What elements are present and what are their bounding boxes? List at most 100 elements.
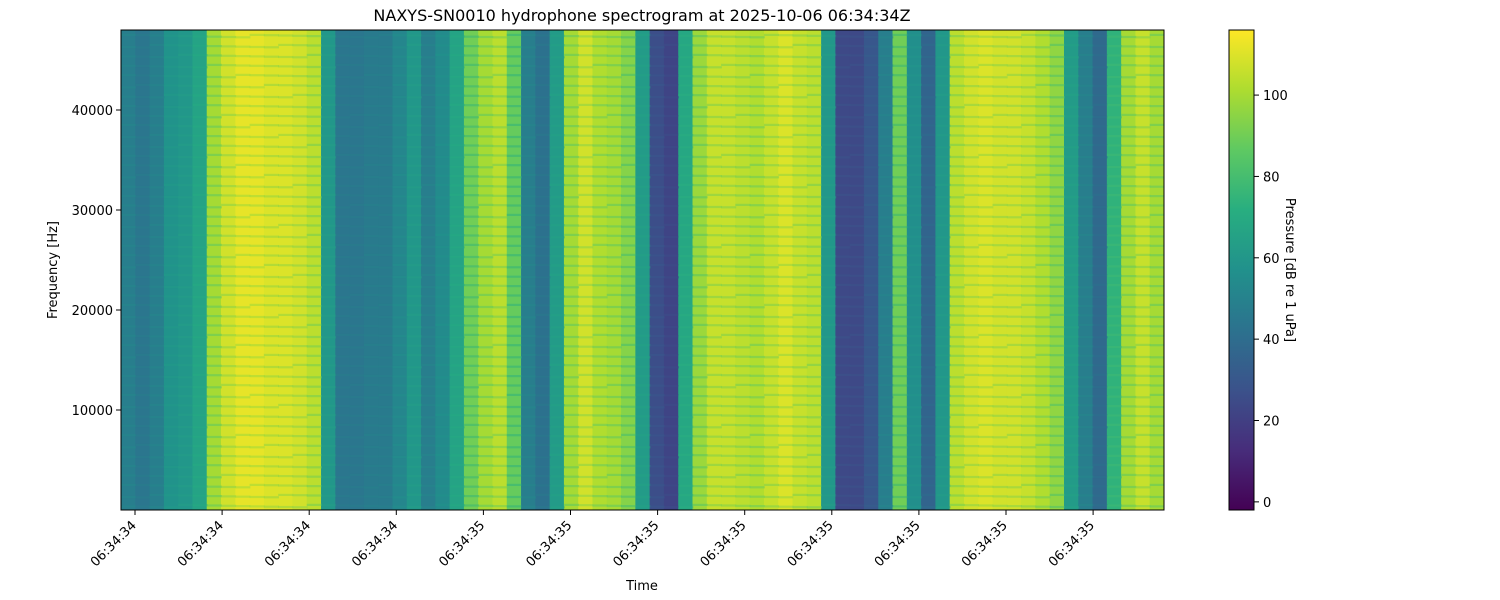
band-streak: [506, 33, 522, 36]
spectrogram-column: [721, 30, 737, 510]
band-streak: [1135, 194, 1151, 197]
spectrogram-column: [435, 30, 451, 510]
band-streak: [535, 354, 551, 357]
band-streak: [621, 355, 637, 359]
band-streak: [206, 194, 222, 197]
band-streak: [563, 454, 580, 457]
band-streak: [663, 484, 680, 487]
band-streak: [149, 195, 165, 198]
band-streak: [778, 214, 794, 217]
band-streak: [1149, 114, 1164, 117]
band-streak: [363, 85, 379, 89]
band-streak: [392, 455, 408, 459]
band-streak: [878, 85, 894, 89]
band-streak: [1092, 283, 1108, 286]
band-streak: [806, 264, 822, 267]
band-streak: [163, 183, 179, 186]
band-streak: [763, 204, 780, 207]
band-streak: [235, 154, 251, 157]
band-streak: [849, 405, 865, 408]
band-streak: [221, 203, 237, 206]
band-streak: [392, 46, 408, 49]
band-streak: [921, 164, 937, 167]
band-streak: [1149, 244, 1164, 247]
band-streak: [1149, 145, 1164, 148]
band-streak: [435, 364, 451, 367]
band-streak: [949, 395, 965, 398]
band-streak: [192, 156, 208, 159]
band-streak: [292, 295, 308, 298]
band-streak: [921, 145, 937, 149]
band-streak: [521, 365, 537, 369]
band-streak: [649, 384, 665, 387]
band-streak: [835, 66, 851, 69]
band-streak: [1135, 355, 1151, 359]
band-streak: [849, 485, 865, 488]
band-streak: [963, 175, 980, 178]
band-streak: [721, 355, 737, 358]
band-streak: [592, 165, 608, 169]
band-streak: [306, 413, 322, 416]
band-streak: [249, 244, 265, 247]
band-streak: [1092, 66, 1108, 69]
band-streak: [549, 273, 565, 276]
band-streak: [392, 136, 408, 139]
band-streak: [321, 385, 337, 389]
band-streak: [363, 185, 379, 188]
band-streak: [835, 134, 851, 137]
band-streak: [321, 324, 337, 327]
band-streak: [763, 213, 780, 216]
band-streak: [1149, 275, 1164, 278]
band-streak: [292, 56, 308, 59]
band-streak: [706, 165, 722, 168]
band-streak: [263, 254, 279, 257]
band-streak: [235, 445, 251, 449]
band-streak: [349, 284, 365, 287]
band-streak: [521, 384, 537, 387]
band-streak: [435, 274, 451, 277]
band-streak: [163, 453, 179, 456]
band-streak: [406, 74, 422, 77]
band-streak: [135, 394, 151, 397]
band-streak: [392, 34, 408, 37]
band-streak: [178, 125, 194, 128]
band-streak: [892, 244, 908, 247]
band-streak: [735, 485, 751, 489]
band-streak: [906, 304, 922, 307]
band-streak: [992, 45, 1008, 48]
band-streak: [535, 155, 551, 158]
band-streak: [563, 155, 580, 159]
band-streak: [892, 465, 908, 468]
band-streak: [506, 55, 522, 58]
band-streak: [606, 495, 622, 498]
band-streak: [321, 193, 337, 196]
band-streak: [206, 184, 222, 187]
band-streak: [449, 103, 465, 106]
band-streak: [563, 335, 580, 339]
band-streak: [792, 164, 808, 167]
band-streak: [478, 256, 494, 259]
band-streak: [235, 114, 251, 117]
band-streak: [306, 53, 322, 56]
band-streak: [306, 395, 322, 398]
band-streak: [849, 395, 865, 398]
band-streak: [1006, 114, 1022, 117]
band-streak: [863, 76, 880, 79]
band-streak: [292, 165, 308, 168]
band-streak: [392, 496, 408, 499]
band-streak: [892, 254, 908, 257]
band-streak: [535, 366, 551, 369]
band-streak: [306, 215, 322, 218]
band-streak: [763, 235, 780, 238]
band-streak: [1049, 304, 1065, 307]
band-streak: [492, 424, 508, 427]
band-streak: [492, 163, 508, 166]
band-streak: [635, 225, 651, 229]
band-streak: [506, 384, 522, 387]
band-streak: [1121, 365, 1137, 368]
band-streak: [278, 205, 294, 208]
band-streak: [235, 415, 251, 418]
band-streak: [121, 344, 137, 347]
band-streak: [749, 185, 765, 188]
band-streak: [306, 125, 322, 128]
